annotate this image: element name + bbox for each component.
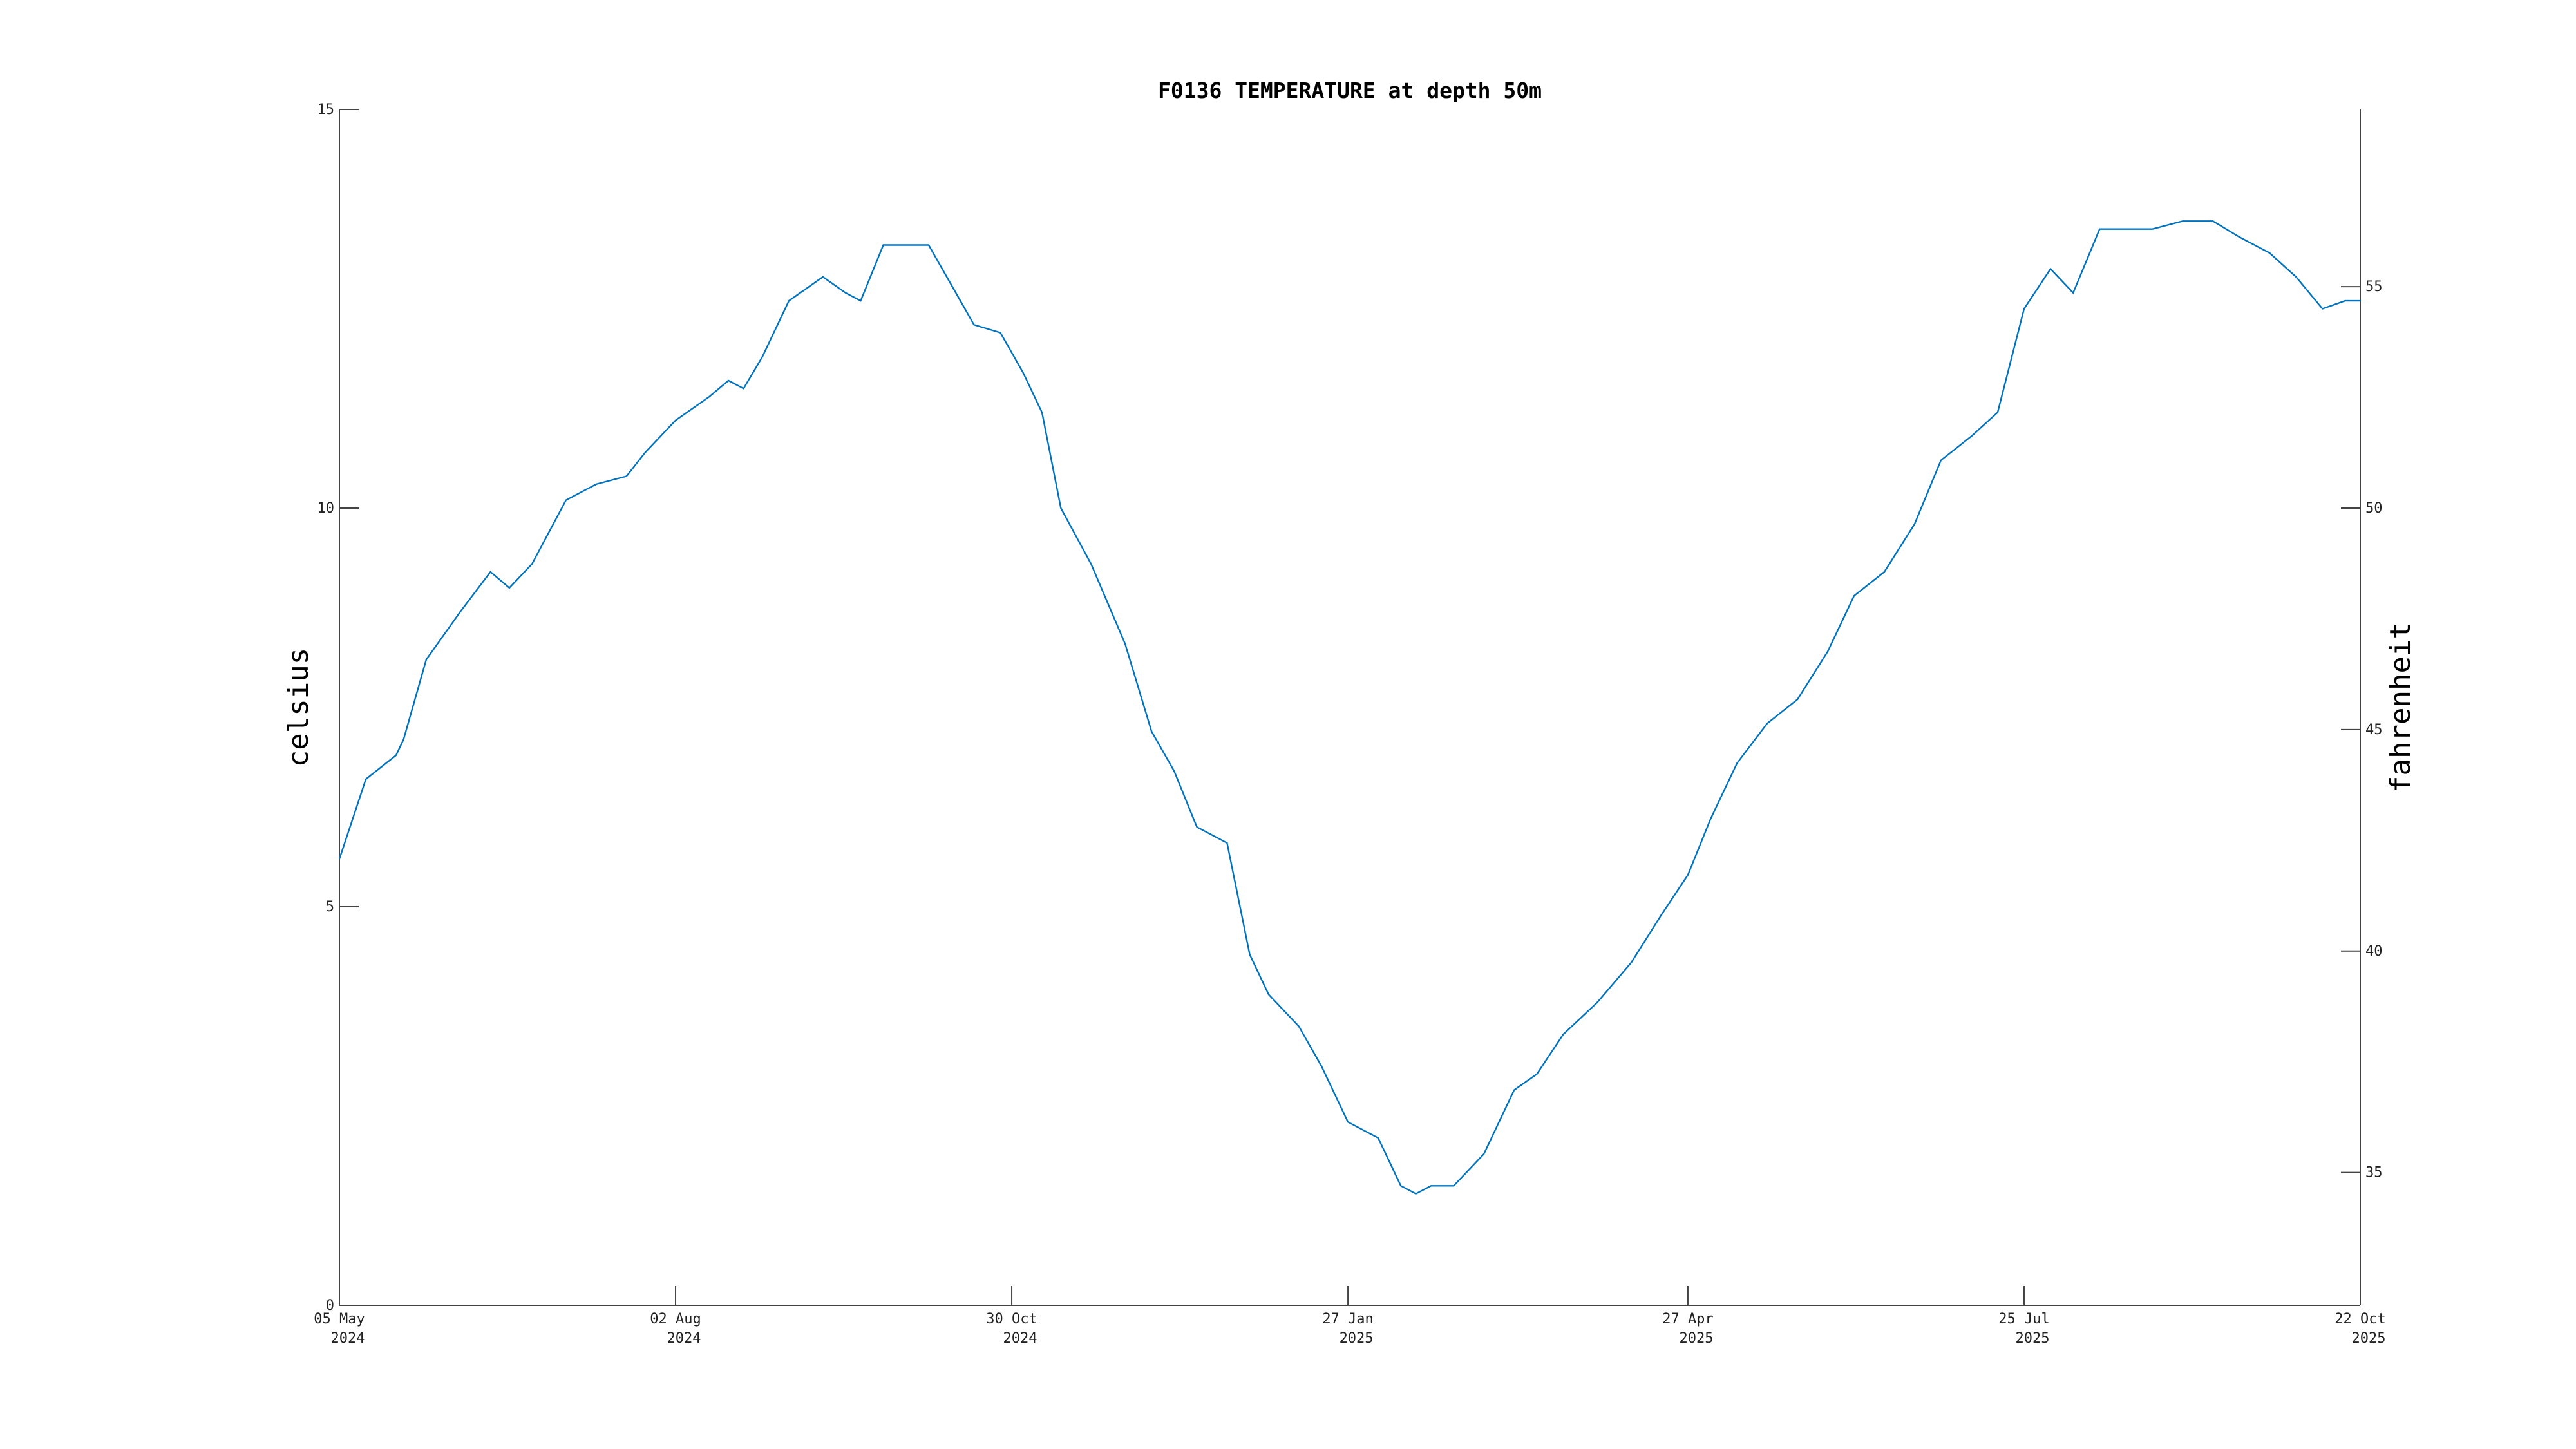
x-tick-year-label: 2024 <box>331 1331 365 1347</box>
x-tick-year-label: 2025 <box>1679 1331 1713 1347</box>
series-layer <box>338 220 2360 1195</box>
y-tick-left-label: 5 <box>326 899 334 915</box>
x-tick-label: 27 Apr <box>1662 1311 1713 1327</box>
y-axis-label-right: fahrenheit <box>2384 622 2417 793</box>
plot-axes <box>339 109 2361 1306</box>
x-tick-label: 05 May <box>314 1311 365 1327</box>
x-tick-year-label: 2024 <box>667 1331 701 1347</box>
x-tick-label: 27 Jan <box>1322 1311 1373 1327</box>
y-tick-right-label: 40 <box>2365 943 2383 960</box>
chart-title: F0136 TEMPERATURE at depth 50m <box>1158 78 1542 103</box>
x-tick-label: 25 Jul <box>1998 1311 2049 1327</box>
x-tick-year-label: 2024 <box>1003 1331 1037 1347</box>
y-tick-left-label: 15 <box>317 102 335 118</box>
temperature-series-line <box>338 220 2360 1195</box>
y-tick-left-label: 10 <box>317 500 335 516</box>
x-tick-year-label: 2025 <box>2015 1331 2049 1347</box>
x-tick-year-label: 2025 <box>1340 1331 1374 1347</box>
y-tick-right-label: 50 <box>2365 500 2383 516</box>
x-tick-label: 30 Oct <box>986 1311 1037 1327</box>
x-tick-year-label: 2025 <box>2352 1331 2386 1347</box>
axis-ticks: 0 5 10 15 35 40 45 50 55 05 May 2024 02 Aug 2024 30 O… <box>314 102 2385 1347</box>
y-tick-right-label: 45 <box>2365 722 2383 738</box>
x-tick-label: 22 Oct <box>2334 1311 2385 1327</box>
x-tick-label: 02 Aug <box>650 1311 701 1327</box>
y-tick-right-label: 55 <box>2365 279 2383 295</box>
y-axis-label-left: celsius <box>282 648 315 767</box>
y-tick-right-label: 35 <box>2365 1165 2383 1181</box>
y-tick-left-label: 0 <box>326 1298 334 1314</box>
